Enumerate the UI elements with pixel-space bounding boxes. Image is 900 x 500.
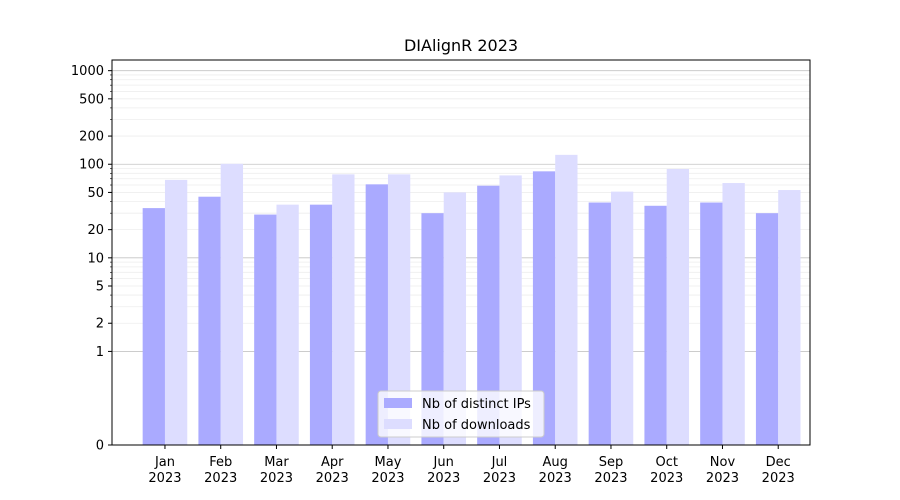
bar-downloads [555,154,578,445]
x-tick-label: 2023 [148,471,181,486]
bar-distinct-ips [477,185,500,446]
bar-distinct-ips [755,213,779,445]
x-tick-label: Jul [491,455,508,470]
bar-downloads [499,175,522,445]
x-tick-label: Sep [599,455,624,470]
x-tick-label: 2023 [204,471,237,486]
bar-distinct-ips [254,214,277,445]
x-tick-label: 2023 [427,471,460,486]
bar-downloads [387,174,411,445]
x-tick-label: Feb [209,455,232,470]
x-tick-label: May [375,455,402,470]
y-tick-label: 100 [79,158,104,173]
bar-distinct-ips [198,196,221,445]
x-tick-label: Dec [766,455,791,470]
bar-distinct-ips [142,208,165,445]
x-tick-label: Oct [655,455,677,470]
bar-distinct-ips [644,205,667,445]
y-tick-label: 200 [79,130,104,145]
bar-distinct-ips [588,202,611,445]
bar-distinct-ips [365,184,388,445]
x-tick-label: 2023 [650,471,683,486]
bar-downloads [666,168,690,445]
x-tick-label: 2023 [483,471,516,486]
y-tick-label: 5 [96,280,104,295]
axis-layer: Jan2023Feb2023Mar2023Apr2023May2023Jun20… [71,64,795,486]
bar-downloads [164,179,188,445]
chart-title: DIAlignR 2023 [404,36,518,55]
legend: Nb of distinct IPs Nb of downloads [377,390,545,438]
bar-downloads [220,163,244,445]
x-tick-label: 2023 [706,471,739,486]
bars-layer [142,154,801,446]
y-tick-label: 2 [96,317,104,332]
bar-downloads [610,191,634,445]
legend-label: Nb of downloads [422,418,531,433]
bar-distinct-ips [532,171,556,445]
x-tick-label: 2023 [594,471,627,486]
y-tick-label: 1 [96,345,104,360]
y-tick-label: 10 [87,251,104,266]
legend-box [377,390,545,438]
bar-downloads [443,192,467,445]
x-tick-label: 2023 [316,471,349,486]
x-tick-label: Nov [710,455,736,470]
bar-downloads [276,204,299,445]
bar-distinct-ips [700,202,723,445]
y-tick-label: 50 [87,186,104,201]
bar-downloads [722,183,745,446]
x-tick-label: 2023 [260,471,293,486]
x-tick-label: Jan [154,455,175,470]
bar-distinct-ips [309,204,333,445]
x-tick-label: Jun [433,455,454,470]
bar-downloads [778,190,801,445]
y-tick-label: 500 [79,92,104,107]
y-tick-label: 0 [96,439,104,454]
plot-frame [111,59,811,446]
y-tick-label: 20 [87,223,104,238]
x-tick-label: 2023 [539,471,572,486]
legend-swatch [384,398,412,408]
x-tick-label: Mar [264,455,289,470]
x-tick-label: Aug [543,455,568,470]
x-tick-label: 2023 [762,471,795,486]
legend-swatch [384,419,412,429]
y-tick-label: 1000 [71,64,104,79]
x-tick-label: 2023 [371,471,404,486]
x-tick-label: Apr [321,455,344,470]
bar-downloads [332,174,355,445]
bar-distinct-ips [421,213,444,445]
legend-label: Nb of distinct IPs [422,397,531,412]
